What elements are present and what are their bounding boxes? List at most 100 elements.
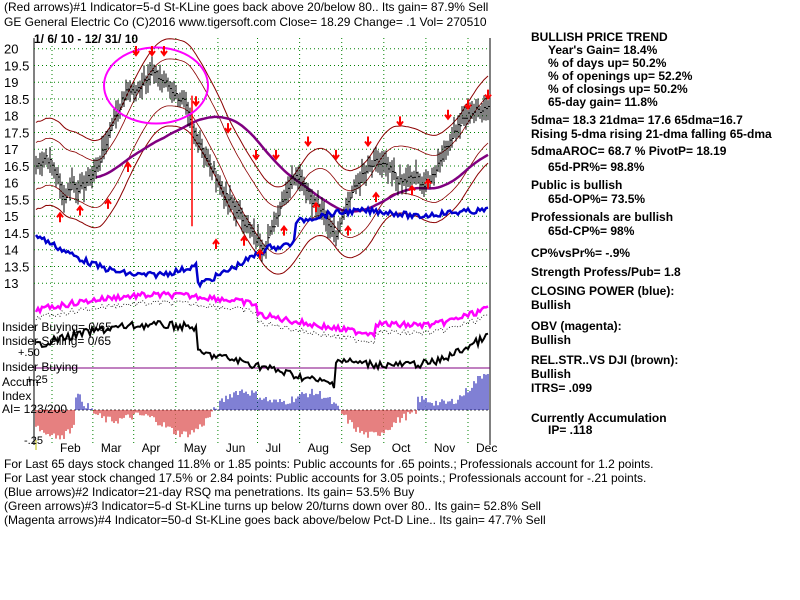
red-down-arrow bbox=[160, 46, 168, 57]
ma-values: 5dma= 18.3 21dma= 17.6 65dma=16.7 bbox=[531, 113, 743, 127]
y-tick-label: 18 bbox=[4, 109, 18, 124]
footer-blue-arrows: (Blue arrows)#2 Indicator=21-day RSQ ma … bbox=[4, 485, 415, 499]
ai-label: AI= 123/200 bbox=[2, 402, 68, 416]
accum-minus25: -.25 bbox=[24, 435, 43, 447]
obv-line bbox=[34, 290, 489, 339]
red-down-arrow bbox=[464, 99, 472, 111]
y-tick-label: 18.5 bbox=[4, 92, 29, 107]
ma-direction: Rising 5-dma rising 21-dma falling 65-dm… bbox=[531, 127, 772, 141]
red-up-arrow bbox=[56, 211, 64, 223]
y-tick-label: 16 bbox=[4, 176, 18, 191]
insider-selling-label: Insider Selling= 0/65 bbox=[2, 334, 112, 348]
month-label: Aug bbox=[308, 441, 329, 455]
red-down-arrow bbox=[444, 109, 452, 121]
footer-magenta-arrows: (Magenta arrows)#4 Indicator=50-d St-KLi… bbox=[4, 513, 546, 527]
y-tick-label: 19.5 bbox=[4, 58, 29, 73]
red-down-arrow bbox=[304, 136, 312, 148]
month-label: Feb bbox=[60, 441, 81, 455]
month-label: Oct bbox=[392, 441, 411, 455]
rel-str-title: REL.STR..VS DJI (brown): bbox=[531, 353, 679, 367]
y-tick-label: 14 bbox=[4, 243, 18, 258]
insider-buying-label-2: Insider Buying bbox=[2, 360, 79, 374]
cp-vs-pr: CP%vsPr%= -.9% bbox=[531, 246, 631, 260]
red-up-arrow bbox=[372, 191, 380, 203]
public-status: Public is bullish bbox=[531, 178, 623, 192]
date-range: 1/ 6/ 10 - 12/ 31/ 10 bbox=[34, 32, 139, 46]
ip-value: IP= .118 bbox=[548, 423, 593, 437]
rel-str-line bbox=[35, 319, 489, 389]
strength-ratio: Strength Profess/Pub= 1.8 bbox=[531, 265, 681, 279]
upper-band bbox=[35, 38, 489, 188]
peak-highlight bbox=[103, 46, 209, 125]
red-down-arrow bbox=[396, 116, 404, 128]
closing-power-title: CLOSING POWER (blue): bbox=[531, 284, 675, 298]
day65-gain: 65-day gain= 11.8% bbox=[548, 95, 658, 109]
index-label: Index bbox=[2, 389, 32, 403]
y-tick-label: 15 bbox=[4, 209, 18, 224]
rel-str-status: Bullish bbox=[531, 367, 572, 381]
red-up-arrow bbox=[280, 224, 288, 236]
professionals-status: Professionals are bullish bbox=[531, 210, 674, 224]
month-label: May bbox=[184, 441, 207, 455]
month-label: Mar bbox=[101, 441, 122, 455]
openings-up: % of openings up= 52.2% bbox=[548, 69, 693, 83]
red-down-arrow bbox=[252, 149, 260, 161]
red-up-arrow bbox=[344, 224, 352, 236]
red-down-arrow bbox=[192, 96, 200, 107]
accum-label: Accum bbox=[2, 375, 39, 389]
y-tick-label: 17.5 bbox=[4, 125, 29, 140]
indicator-1-title: (Red arrows)#1 Indicator=5-d St-KLine go… bbox=[4, 0, 489, 14]
accum-plus50: +.50 bbox=[18, 347, 40, 359]
red-down-arrow bbox=[364, 136, 372, 148]
footer-year: For Last year stock changed 17.5% or 2.8… bbox=[4, 471, 647, 485]
footer-green-arrows: (Green arrows)#3 Indicator=5-d St-KLine … bbox=[4, 499, 541, 513]
cp-pct: 65d-CP%= 98% bbox=[548, 224, 635, 238]
red-down-arrow bbox=[332, 149, 340, 161]
accum-plus25: +.25 bbox=[26, 374, 48, 386]
insider-buying-label: Insider Buying= 0/65 bbox=[2, 320, 112, 334]
month-label: Jun bbox=[226, 441, 245, 455]
red-up-arrow bbox=[240, 235, 248, 246]
footer-65day: For Last 65 days stock changed 11.8% or … bbox=[4, 457, 654, 471]
month-label: Sep bbox=[350, 441, 372, 455]
red-up-arrow bbox=[104, 198, 112, 209]
red-up-arrow bbox=[256, 248, 264, 260]
y-tick-label: 13 bbox=[4, 276, 18, 291]
op-pct: 65d-OP%= 73.5% bbox=[548, 192, 646, 206]
month-label: Apr bbox=[142, 441, 161, 455]
days-up: % of days up= 50.2% bbox=[548, 56, 667, 70]
red-down-arrow bbox=[272, 149, 280, 161]
pr-pct: 65d-PR%= 98.8% bbox=[548, 160, 645, 174]
years-gain: Year's Gain= 18.4% bbox=[548, 43, 658, 57]
red-down-arrow bbox=[132, 46, 140, 57]
y-tick-label: 15.5 bbox=[4, 192, 29, 207]
closings-up: % of closings up= 50.2% bbox=[548, 82, 688, 96]
red-down-arrow bbox=[224, 123, 232, 134]
trend-title: BULLISH PRICE TREND bbox=[531, 30, 668, 44]
red-up-arrow bbox=[408, 184, 416, 196]
y-tick-label: 19 bbox=[4, 75, 18, 90]
red-up-arrow bbox=[312, 201, 320, 213]
red-up-arrow bbox=[76, 204, 84, 216]
month-label: Dec bbox=[476, 441, 497, 455]
obv-title: OBV (magenta): bbox=[531, 319, 622, 333]
red-up-arrow bbox=[124, 161, 132, 172]
stock-header: GE General Electric Co (C)2016 www.tiger… bbox=[4, 15, 487, 29]
upper-band-inner bbox=[35, 58, 489, 208]
obv-status: Bullish bbox=[531, 333, 572, 347]
y-tick-label: 17 bbox=[4, 142, 18, 157]
y-tick-label: 16.5 bbox=[4, 159, 29, 174]
aroc-pivot: 5dmaAROC= 68.7 % PivotP= 18.19 bbox=[531, 144, 727, 158]
y-tick-label: 14.5 bbox=[4, 226, 29, 241]
y-tick-label: 13.5 bbox=[4, 259, 29, 274]
month-label: Jul bbox=[266, 441, 281, 455]
accumulation-status: Currently Accumulation bbox=[531, 411, 667, 425]
y-tick-label: 20 bbox=[4, 42, 18, 57]
red-up-arrow bbox=[212, 238, 220, 250]
obv-ma-line bbox=[35, 299, 489, 345]
red-up-arrow bbox=[424, 178, 432, 189]
month-label: Nov bbox=[434, 441, 455, 455]
red-down-arrow bbox=[148, 46, 156, 57]
